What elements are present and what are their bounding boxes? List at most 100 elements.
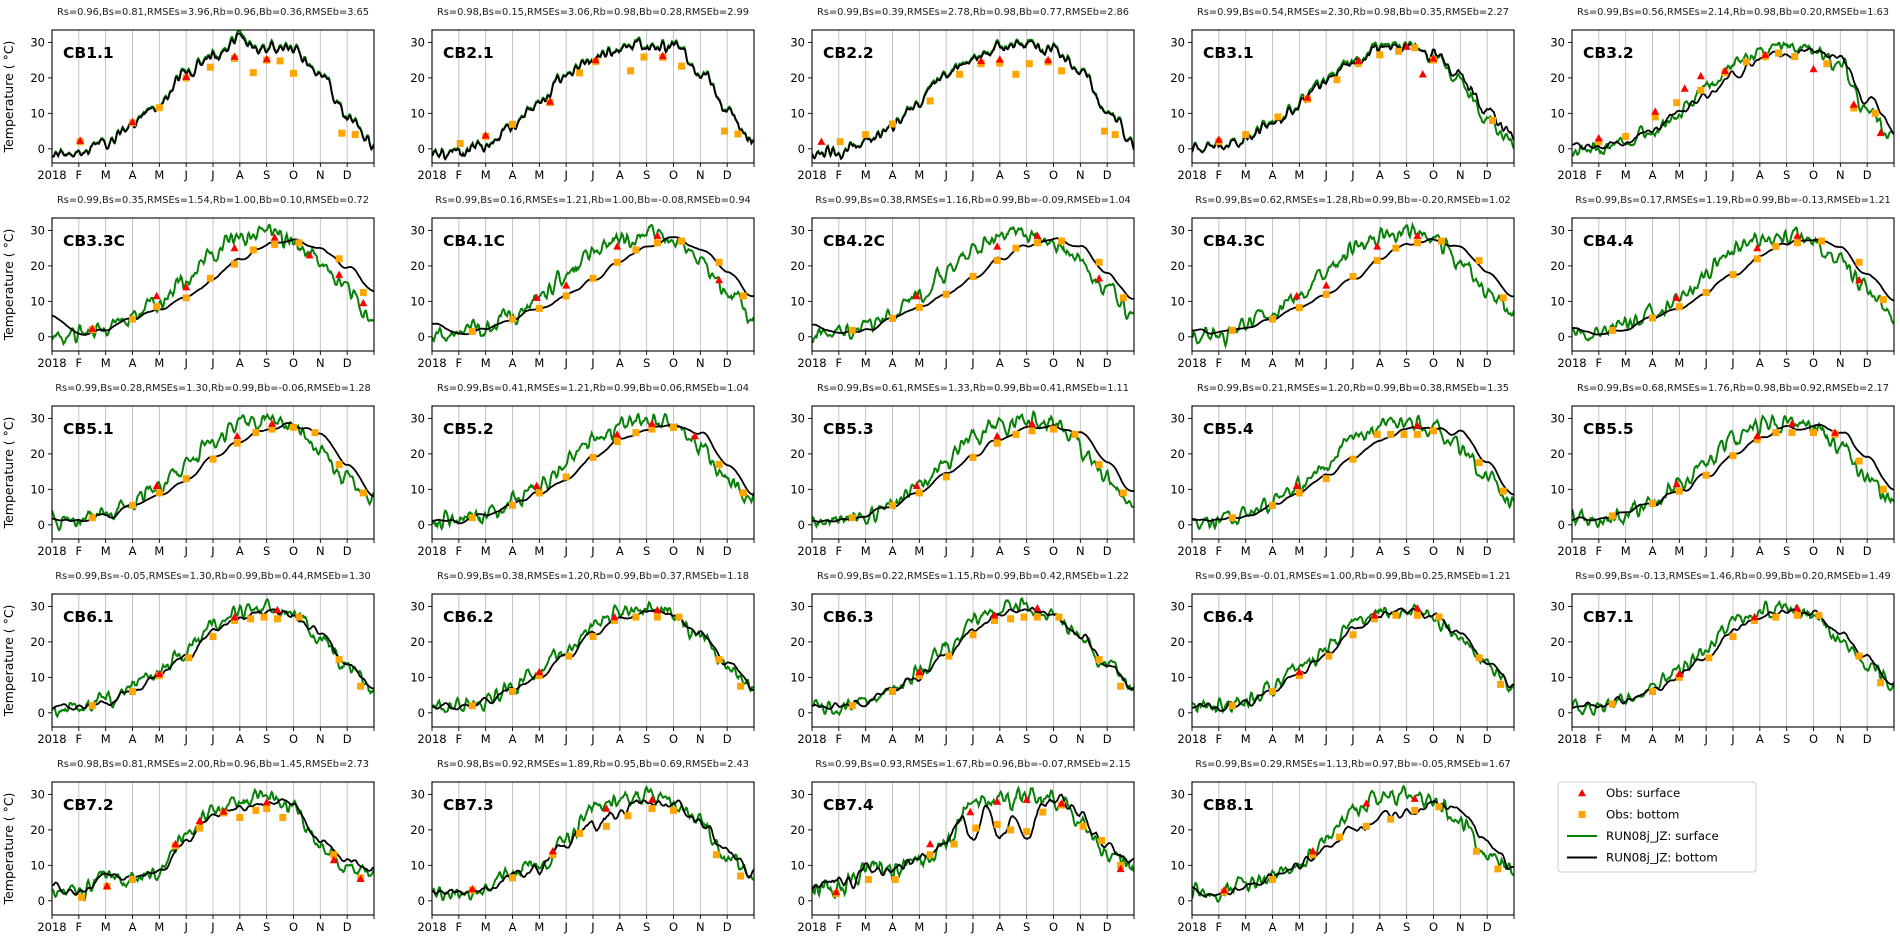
x-tick-label: D [1103,732,1112,746]
x-tick-label: F [456,732,463,746]
y-tick-label: 30 [30,411,45,425]
y-tick-label: 20 [790,823,805,837]
y-axis-label: Temperature ( °C) [1,229,16,342]
y-tick-label: 10 [790,294,805,308]
subplot-title: Rs=0.99,Bs=0.22,RMSEs=1.15,Rb=0.99,Bb=0.… [817,571,1129,582]
x-tick-label: A [1376,356,1384,370]
station-label: CB3.2 [1583,44,1634,62]
x-tick-label: 2018 [37,920,66,934]
legend-item-label: RUN08j_JZ: surface [1606,829,1719,843]
x-tick-label: M [1674,732,1684,746]
month-gridlines [78,406,348,539]
y-tick-label: 20 [790,71,805,85]
subplot-title: Rs=0.99,Bs=0.28,RMSEs=1.30,Rb=0.99,Bb=-0… [55,383,371,394]
x-tick-label: S [643,732,650,746]
x-tick-label: M [861,920,871,934]
x-tick-label: M [861,544,871,558]
station-label: CB7.3 [443,796,494,814]
subplot-title: Rs=0.99,Bs=0.41,RMSEs=1.21,Rb=0.99,Bb=0.… [437,383,749,394]
obs-surface-markers [1292,231,1422,300]
x-tick-label: O [1429,356,1438,370]
subplot-title: Rs=0.99,Bs=0.62,RMSEs=1.28,Rb=0.99,Bb=-0… [1195,195,1511,206]
subplot-cell-CB3.3C: 2018 F M A M J J A S O N D 0 10 20 30 Rs=0.99,Bs=0.35,RM… [0,188,380,376]
y-tick-label: 30 [790,35,805,49]
y-tick-label: 0 [38,330,45,344]
run-bottom-line [52,32,374,159]
x-tick-label: D [343,168,352,182]
subplot-cell-CB4.4: 2018 F M A M J J A S O N D 0 10 20 30 Rs=0.99,Bs=0.17,RM… [1520,188,1900,376]
obs-surface-markers [155,605,282,677]
x-tick-label: O [289,356,298,370]
y-tick-label: 20 [410,823,425,837]
month-gridlines [1218,30,1488,163]
y-tick-label: 0 [1558,706,1565,720]
x-tick-label: O [669,168,678,182]
run-surface-line [1572,226,1894,342]
subplot-cell-CB3.2: 2018 F M A M J J A S O N D 0 10 20 30 Rs=0.99,Bs=0.56,RM… [1520,0,1900,188]
subplot-CB4.3C: 2018 F M A M J J A S O N D 0 10 20 30 Rs=0.99,Bs=0.62,RM… [1170,195,1515,370]
x-tick-label: D [1863,168,1872,182]
x-tick-label: 2018 [417,544,446,558]
x-tick-label: 2018 [1177,356,1206,370]
subplot-CB1.1: 2018 F M A M J J A S O N D 0 10 20 30 Rs=0.96,Bs=0.81,RM… [1,7,375,182]
subplot-title: Rs=0.99,Bs=0.35,RMSEs=1.54,Rb=1.00,Bb=0.… [57,195,369,206]
subplot-title: Rs=0.99,Bs=0.68,RMSEs=1.76,Rb=0.98,Bb=0.… [1577,383,1889,394]
x-tick-label: D [1863,732,1872,746]
y-axis-label: Temperature ( °C) [1,793,16,906]
y-tick-label: 20 [790,447,805,461]
x-tick-label: J [563,356,567,370]
month-gridlines [838,218,1108,351]
obs-surface-markers [912,231,1104,300]
x-tick-label: O [1049,544,1058,558]
month-gridlines [458,406,728,539]
x-tick-label: S [263,732,270,746]
run-bottom-line [432,609,754,711]
subplot-cell-CB6.1: 2018 F M A M J J A S O N D 0 10 20 30 Rs=0.99,Bs=-0.05,R… [0,564,380,752]
obs-surface-markers [912,419,1036,489]
axis-ticks [48,41,375,167]
x-tick-label: A [1269,168,1277,182]
subplot-title: Rs=0.98,Bs=0.15,RMSEs=3.06,Rb=0.98,Bb=0.… [437,7,749,18]
x-tick-label: S [263,544,270,558]
x-tick-label: N [316,544,325,558]
x-tick-label: M [1241,920,1251,934]
y-tick-label: 30 [790,411,805,425]
month-gridlines [1598,406,1868,539]
x-tick-label: M [534,356,544,370]
x-tick-label: S [1403,168,1410,182]
x-tick-label: F [456,356,463,370]
x-tick-label: A [1376,168,1384,182]
x-tick-label: M [861,356,871,370]
legend-cell: Obs: surface Obs: bottom RUN08j_JZ: surfac… [1520,752,1900,940]
x-tick-label: J [1703,732,1707,746]
subplot-cell-CB8.1: 2018 F M A M J J A S O N D 0 10 20 30 Rs=0.99,Bs=0.29,RM… [1140,752,1520,940]
x-tick-label: M [1674,168,1684,182]
run-bottom-line [812,39,1134,161]
x-tick-label: 2018 [797,168,826,182]
y-axis-label: Temperature ( °C) [1,417,16,530]
x-tick-label: J [970,168,974,182]
month-gridlines [1598,218,1868,351]
subplot-CB2.1: 2018 F M A M J J A S O N D 0 10 20 30 Rs=0.98,Bs=0.15,RM… [410,7,755,182]
subplot-cell-CB5.5: 2018 F M A M J J A S O N D 0 10 20 30 Rs=0.99,Bs=0.68,RM… [1520,376,1900,564]
legend: Obs: surface Obs: bottom RUN08j_JZ: surfac… [1557,781,1757,873]
subplot-title: Rs=0.98,Bs=0.81,RMSEs=2.00,Rb=0.96,Bb=1.… [57,759,369,770]
x-tick-label: 2018 [417,920,446,934]
x-tick-label: J [210,168,214,182]
obs-surface-markers [1220,794,1419,894]
station-label: CB7.2 [63,796,114,814]
station-label: CB4.4 [1583,232,1634,250]
y-tick-label: 10 [410,482,425,496]
x-tick-label: J [970,732,974,746]
x-tick-label: O [1049,356,1058,370]
x-tick-label: A [1376,732,1384,746]
y-tick-label: 10 [30,670,45,684]
x-tick-label: F [1216,920,1223,934]
station-label: CB8.1 [1203,796,1254,814]
x-tick-label: F [836,732,843,746]
subplot-cell-CB3.1: 2018 F M A M J J A S O N D 0 10 20 30 Rs=0.99,Bs=0.54,RM… [1140,0,1520,188]
y-tick-label: 10 [410,294,425,308]
subplot-cell-CB4.2C: 2018 F M A M J J A S O N D 0 10 20 30 Rs=0.99,Bs=0.38,RM… [760,188,1140,376]
obs-bottom-markers [848,237,1127,334]
y-tick-label: 20 [1550,447,1565,461]
